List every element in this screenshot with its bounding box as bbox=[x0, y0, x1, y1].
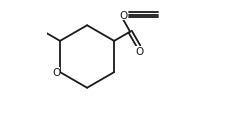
Text: O: O bbox=[52, 67, 60, 77]
Text: O: O bbox=[135, 47, 144, 57]
Text: O: O bbox=[119, 11, 127, 21]
